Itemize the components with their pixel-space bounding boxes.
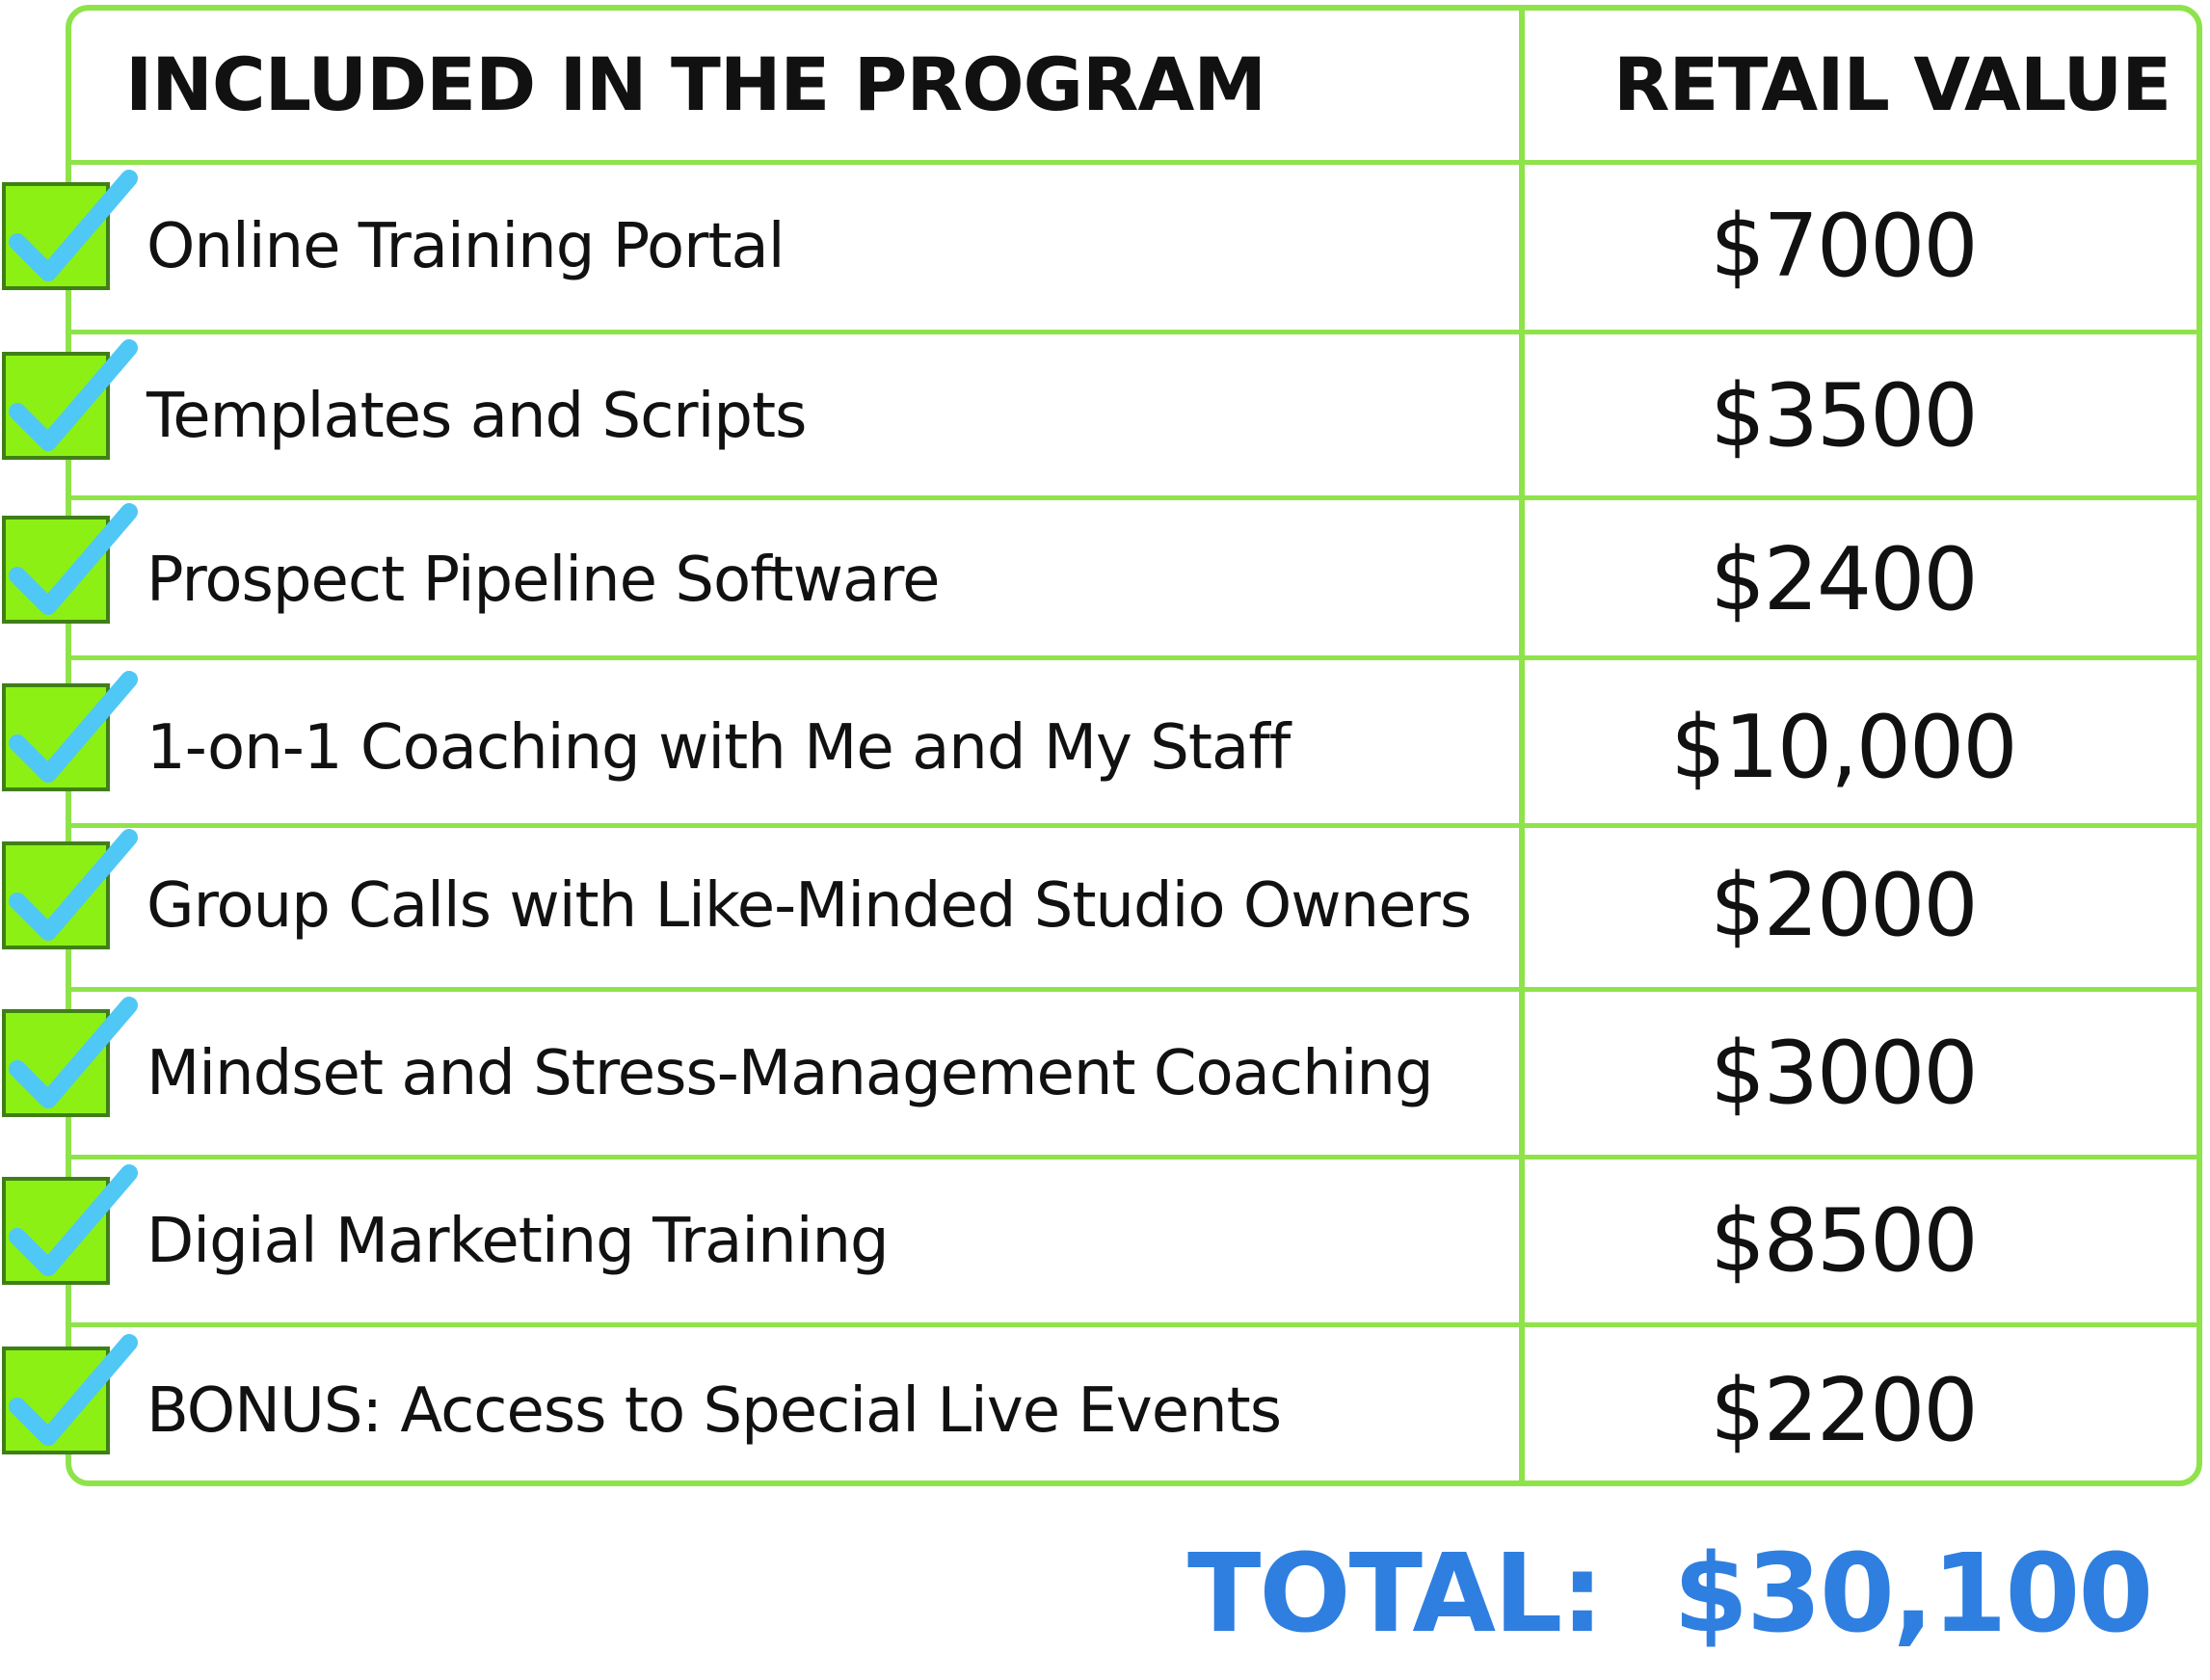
table-row: Digial Marketing Training $8500 [0,1159,2210,1324]
row-divider [66,655,2202,660]
item-label: BONUS: Access to Special Live Events [146,1375,1282,1447]
column-divider [1519,5,1525,1486]
header-included-label: INCLUDED IN THE PROGRAM [125,41,1266,127]
table-row: Group Calls with Like-Minded Studio Owne… [0,823,2210,989]
item-label: Prospect Pipeline Software [146,545,940,616]
row-divider [66,495,2202,500]
checkbox-checked-icon [2,829,138,949]
table-row: Prospect Pipeline Software $2400 [0,497,2210,663]
item-label: Digial Marketing Training [146,1206,890,1277]
table-row: 1-on-1 Coaching with Me and My Staff $10… [0,665,2210,831]
item-value: $7000 [1710,196,1978,297]
row-divider [66,1322,2202,1327]
item-value: $2000 [1710,855,1978,956]
header-retail-value-label: RETAIL VALUE [1613,41,2171,127]
total-value: $30,100 [1673,1532,2153,1657]
total-summary: TOTAL: $30,100 [1187,1531,2153,1658]
item-value: $2400 [1710,529,1978,630]
table-row: Online Training Portal $7000 [0,164,2210,330]
checkbox-checked-icon [2,1164,138,1285]
item-label: 1-on-1 Coaching with Me and My Staff [146,712,1291,784]
table-row: BONUS: Access to Special Live Events $22… [0,1328,2210,1494]
checkbox-checked-icon [2,339,138,460]
row-divider [66,823,2202,828]
item-value: $3000 [1710,1023,1978,1124]
item-value: $10,000 [1670,697,2017,798]
item-label: Templates and Scripts [146,381,807,452]
table-row: Templates and Scripts $3500 [0,333,2210,499]
row-divider [66,160,2202,165]
item-label: Online Training Portal [146,211,785,282]
item-label: Mindset and Stress-Management Coaching [146,1038,1434,1109]
item-value: $8500 [1710,1190,1978,1292]
item-label: Group Calls with Like-Minded Studio Owne… [146,870,1472,942]
checkbox-checked-icon [2,170,138,290]
row-divider [66,987,2202,992]
checkbox-checked-icon [2,503,138,624]
item-value: $3500 [1710,365,1978,467]
checkbox-checked-icon [2,997,138,1117]
item-value: $2200 [1710,1360,1978,1461]
checkbox-checked-icon [2,1334,138,1454]
checkbox-checked-icon [2,671,138,791]
row-divider [66,330,2202,334]
total-label: TOTAL: [1187,1532,1604,1657]
total-spacer [1602,1532,1673,1657]
row-divider [66,1155,2202,1160]
table-row: Mindset and Stress-Management Coaching $… [0,991,2210,1157]
